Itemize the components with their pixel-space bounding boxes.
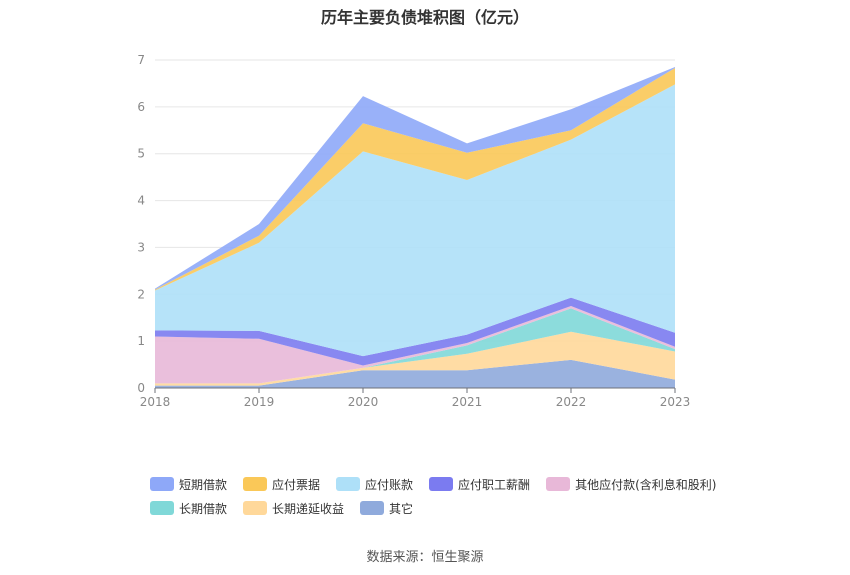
legend-item[interactable]: 长期借款 xyxy=(150,500,227,517)
y-tick-label: 2 xyxy=(137,287,145,301)
legend-swatch xyxy=(429,477,454,491)
legend-label: 应付票据 xyxy=(272,477,321,492)
y-tick-label: 1 xyxy=(137,334,145,348)
chart-title: 历年主要负债堆积图（亿元） xyxy=(320,8,529,27)
legend-swatch xyxy=(336,477,361,491)
legend-row: 短期借款 应付票据 应付账款 应付职工薪酬 其他应付款(含利息和股利) xyxy=(150,473,750,495)
area-series xyxy=(155,308,675,384)
legend-item[interactable]: 其它 xyxy=(360,500,413,517)
legend-item[interactable]: 短期借款 xyxy=(150,476,227,493)
legend-row: 长期借款 长期递延收益 其它 xyxy=(150,497,750,519)
x-tick-label: 2021 xyxy=(452,395,483,409)
legend-item[interactable]: 应付账款 xyxy=(336,476,413,493)
area-series xyxy=(155,331,675,386)
legend-swatch xyxy=(150,477,174,491)
legend-label: 长期借款 xyxy=(179,501,228,516)
data-source: 数据来源：恒生聚源 xyxy=(366,550,484,565)
area-series xyxy=(155,67,675,290)
series-areas xyxy=(155,67,675,388)
legend-label: 短期借款 xyxy=(179,477,228,492)
x-tick-label: 2020 xyxy=(348,395,379,409)
legend-label: 长期递延收益 xyxy=(272,501,345,516)
x-tick-label: 2023 xyxy=(660,395,691,409)
legend-label: 应付账款 xyxy=(365,477,414,492)
stacked-area-chart: 0 1 2 3 4 5 6 7 2018 2019 2020 2021 2022 2023 xyxy=(137,53,690,409)
y-tick-label: 3 xyxy=(137,240,145,254)
area-series xyxy=(155,359,675,388)
area-series xyxy=(155,306,675,384)
legend-item[interactable]: 其他应付款(含利息和股利) xyxy=(546,476,716,493)
legend: 短期借款 应付票据 应付账款 应付职工薪酬 其他应付款(含利息和股利) 长期借款 长期递延收… xyxy=(150,473,750,521)
area-series xyxy=(155,84,675,357)
y-tick-label: 7 xyxy=(137,53,145,67)
x-tick-label: 2019 xyxy=(244,395,275,409)
legend-label: 其它 xyxy=(389,501,414,516)
area-series xyxy=(155,297,675,366)
legend-label: 其他应付款(含利息和股利) xyxy=(575,477,717,492)
legend-swatch xyxy=(243,501,268,515)
legend-item[interactable]: 长期递延收益 xyxy=(243,500,344,517)
legend-item[interactable]: 应付职工薪酬 xyxy=(429,476,530,493)
axes: 0 1 2 3 4 5 6 7 2018 2019 2020 2021 2022 2023 xyxy=(137,53,690,409)
y-tick-label: 4 xyxy=(137,194,145,208)
legend-swatch xyxy=(150,501,174,515)
legend-swatch xyxy=(546,477,571,491)
legend-item[interactable]: 应付票据 xyxy=(243,476,320,493)
y-tick-label: 5 xyxy=(137,147,145,161)
legend-swatch xyxy=(243,477,268,491)
x-tick-label: 2018 xyxy=(140,395,171,409)
y-tick-label: 0 xyxy=(137,381,145,395)
y-tick-label: 6 xyxy=(137,100,145,114)
x-tick-label: 2022 xyxy=(556,395,587,409)
legend-swatch xyxy=(360,501,385,515)
legend-label: 应付职工薪酬 xyxy=(458,477,531,492)
